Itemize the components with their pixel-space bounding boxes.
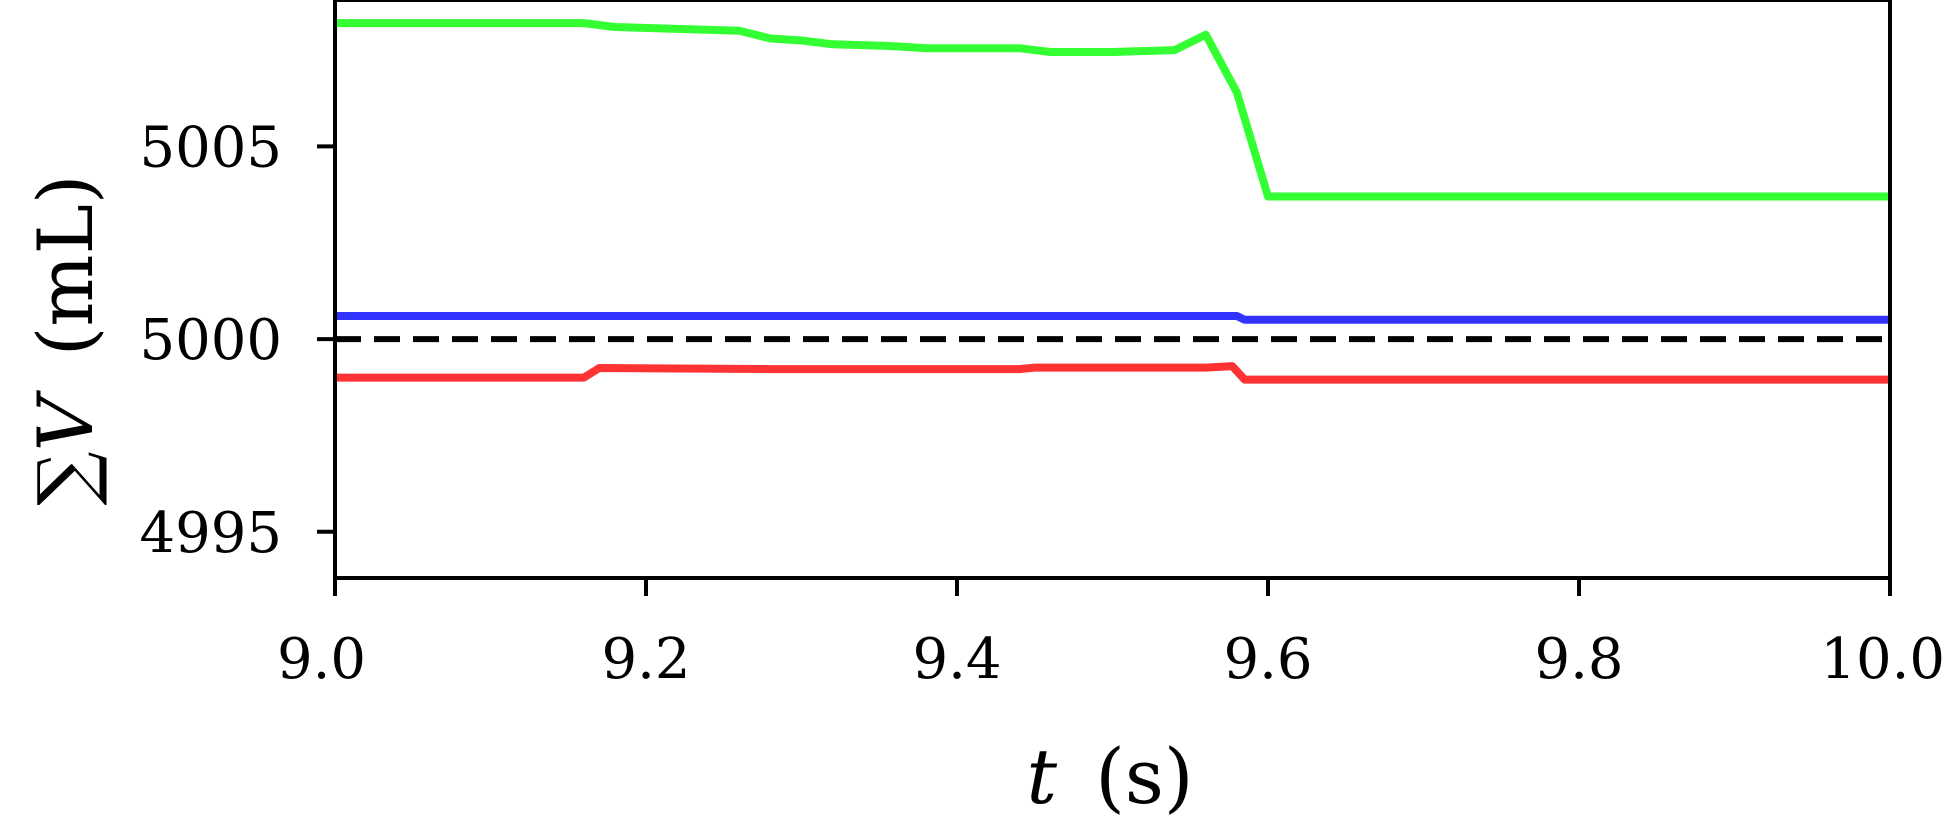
x-tick-label: 9.2 <box>601 627 690 692</box>
series-line-1 <box>335 19 1890 201</box>
x-axis-ticks: 9.0 9.2 9.4 9.6 9.8 10.0 <box>277 578 1945 692</box>
x-axis-symbol: t <box>1026 732 1057 821</box>
plot-frame <box>333 0 1892 580</box>
y-axis-symbol: ∑V <box>21 389 110 505</box>
x-tick-label: 9.6 <box>1223 627 1312 692</box>
x-tick-label: 10.0 <box>1820 627 1945 692</box>
y-tick-label: 4995 <box>139 501 282 566</box>
y-axis-title: ∑V (mL) <box>21 174 110 505</box>
y-axis-unit: (mL) <box>21 174 110 356</box>
x-axis-title: t (s) <box>1026 732 1193 821</box>
series-line-2 <box>335 312 1890 324</box>
x-tick-label: 9.0 <box>277 627 366 692</box>
x-tick-label: 9.8 <box>1534 627 1623 692</box>
y-tick-label: 5005 <box>139 115 282 180</box>
y-tick-label: 5000 <box>139 308 282 373</box>
x-axis-unit: (s) <box>1095 732 1193 821</box>
series-line-3 <box>335 362 1890 384</box>
y-axis-ticks: 4995 5000 5005 <box>139 115 335 566</box>
series-layer <box>335 19 1890 384</box>
x-tick-label: 9.4 <box>912 627 1001 692</box>
